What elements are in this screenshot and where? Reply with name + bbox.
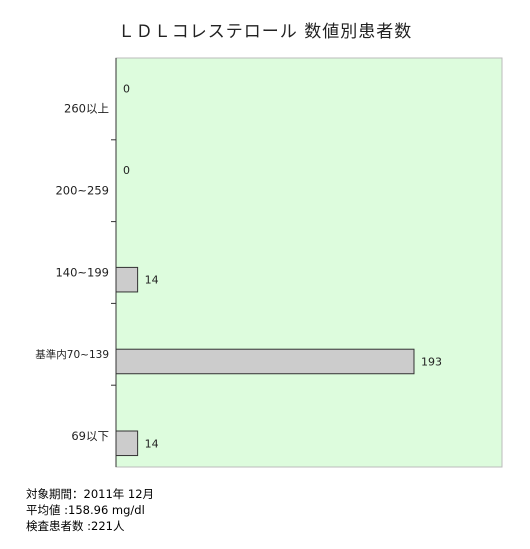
category-labels: 0 260以上 0 200~259 14 140~199 193 基準内70~139 14 69以… bbox=[35, 82, 442, 450]
value-label: 14 bbox=[145, 274, 159, 287]
category-label: 69以下 bbox=[71, 429, 109, 443]
period-text: 対象期間：2011年 12月 bbox=[26, 487, 155, 501]
chart-title: ＬＤＬコレステロール 数値別患者数 bbox=[118, 22, 412, 42]
plot-area bbox=[115, 57, 503, 468]
value-label: 0 bbox=[123, 164, 130, 177]
category-label: 140~199 bbox=[55, 265, 109, 279]
value-label: 14 bbox=[145, 437, 159, 450]
category-label: 200~259 bbox=[55, 184, 109, 198]
category-label: 260以上 bbox=[64, 102, 109, 116]
bar bbox=[115, 348, 415, 375]
footer-info: 対象期間：2011年 12月 平均値 :158.96 mg/dl 検査患者数 :… bbox=[26, 486, 154, 534]
category-label: 基準内70~139 bbox=[35, 348, 109, 361]
bar bbox=[115, 266, 139, 293]
bar bbox=[115, 430, 139, 457]
y-axis bbox=[111, 58, 117, 467]
average-text: 平均値 :158.96 mg/dl bbox=[26, 503, 145, 517]
value-label: 193 bbox=[421, 355, 442, 368]
patient-count-text: 検査患者数 :221人 bbox=[26, 519, 125, 533]
value-label: 0 bbox=[123, 82, 130, 95]
bars-layer bbox=[115, 266, 415, 457]
